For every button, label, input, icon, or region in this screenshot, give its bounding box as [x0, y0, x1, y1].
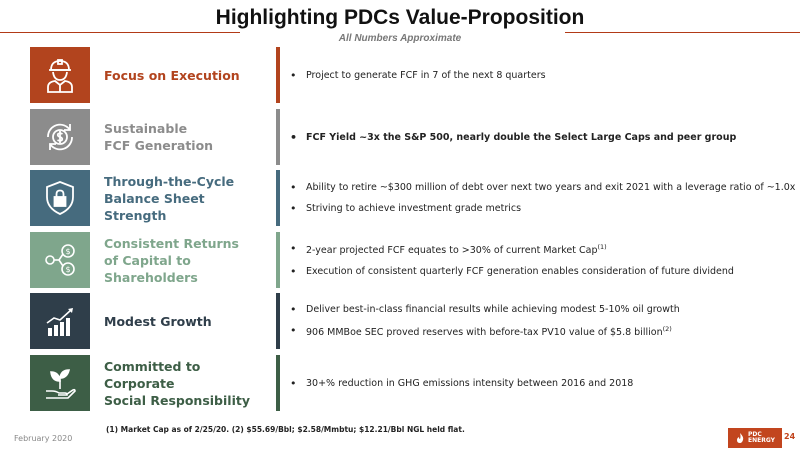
row-label: Through-the-Cycle Balance Sheet Strength [104, 173, 235, 223]
row-divider [276, 293, 280, 349]
row-balance-sheet: Through-the-Cycle Balance Sheet Strength… [0, 170, 800, 226]
dollar-network-icon: $ $ [45, 244, 75, 276]
row-bullets: Project to generate FCF in 7 of the next… [290, 47, 795, 103]
row-bullets: FCF Yield ~3x the S&P 500, nearly double… [290, 109, 795, 165]
page-subtitle: All Numbers Approximate [338, 33, 462, 44]
row-icon-box: $ $ [30, 232, 90, 288]
row-social-responsibility: Committed to Corporate Social Responsibi… [0, 355, 800, 411]
bullet-item: 2-year projected FCF equates to >30% of … [290, 242, 795, 256]
row-icon-box [30, 109, 90, 165]
bullet-item: Striving to achieve investment grade met… [290, 202, 795, 215]
row-bullets: Deliver best-in-class financial results … [290, 293, 795, 349]
row-divider [276, 170, 280, 226]
row-bullets: Ability to retire ~$300 million of debt … [290, 170, 795, 226]
row-bullets: 2-year projected FCF equates to >30% of … [290, 232, 795, 288]
date-label: February 2020 [14, 434, 73, 443]
company-logo: PDC ENERGY [728, 428, 782, 448]
row-divider [276, 355, 280, 411]
title-rule-left [0, 32, 240, 33]
row-returns-of-capital: $ $ Consistent Returns of Capital to Sha… [0, 232, 800, 288]
row-icon-box [30, 355, 90, 411]
worker-icon [47, 59, 73, 93]
bullet-item: 906 MMBoe SEC proved reserves with befor… [290, 324, 795, 338]
row-label: Sustainable FCF Generation [104, 121, 214, 153]
row-divider [276, 47, 280, 103]
bullet-item: Execution of consistent quarterly FCF ge… [290, 265, 795, 278]
page-title: Highlighting PDCs Value-Proposition [215, 6, 585, 29]
row-bullets: 30+% reduction in GHG emissions intensit… [290, 355, 795, 411]
dollar-cycle-icon [47, 123, 73, 151]
row-modest-growth: Modest Growth Deliver best-in-class fina… [0, 293, 800, 349]
growth-chart-icon [46, 308, 73, 336]
row-label: Focus on Execution [104, 67, 240, 83]
row-divider [276, 109, 280, 165]
row-label: Committed to Corporate Social Responsibi… [104, 358, 250, 408]
row-focus-on-execution: Focus on Execution Project to generate F… [0, 47, 800, 103]
shield-lock-icon [46, 181, 74, 215]
row-icon-box [30, 170, 90, 226]
footnote: (1) Market Cap as of 2/25/20. (2) $55.69… [106, 425, 465, 434]
row-sustainable-fcf: Sustainable FCF Generation FCF Yield ~3x… [0, 109, 800, 165]
footnote-ref: (2) [662, 324, 672, 333]
sprout-hand-icon [46, 369, 76, 399]
flame-icon [737, 433, 744, 443]
page-number: 24 [784, 432, 796, 441]
svg-text:$: $ [65, 247, 70, 256]
row-icon-box [30, 47, 90, 103]
row-label: Consistent Returns of Capital to Shareho… [104, 235, 239, 285]
row-label: Modest Growth [104, 313, 212, 329]
bullet-item: 30+% reduction in GHG emissions intensit… [290, 377, 795, 390]
footnote-ref: (1) [597, 242, 607, 251]
bullet-item: Project to generate FCF in 7 of the next… [290, 69, 795, 82]
bullet-item: Ability to retire ~$300 million of debt … [290, 181, 795, 194]
logo-text: PDC ENERGY [748, 430, 775, 444]
title-rule-right [565, 32, 800, 33]
row-divider [276, 232, 280, 288]
bullet-item: FCF Yield ~3x the S&P 500, nearly double… [290, 131, 795, 144]
bullet-item: Deliver best-in-class financial results … [290, 303, 795, 316]
svg-text:$: $ [65, 265, 70, 274]
row-icon-box [30, 293, 90, 349]
